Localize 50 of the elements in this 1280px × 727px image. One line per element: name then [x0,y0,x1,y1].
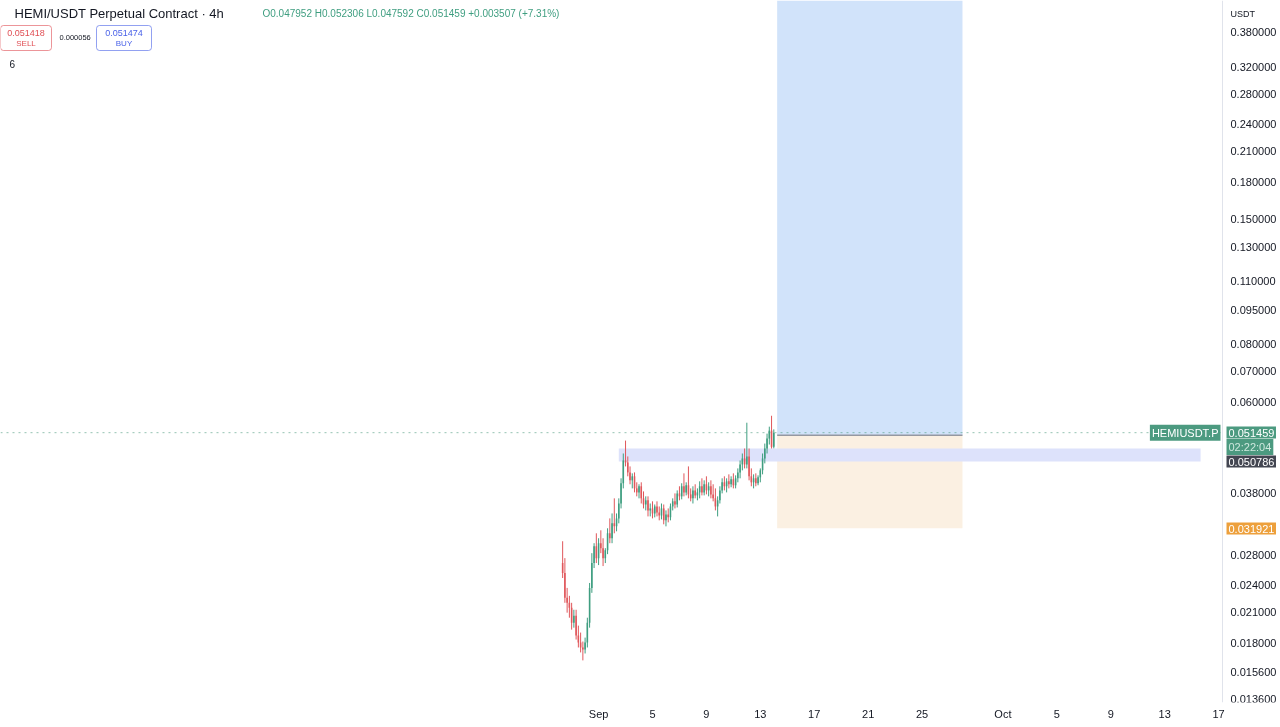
x-tick-label: 17 [808,707,821,720]
text: 02:22:04 [1228,441,1272,453]
x-tick-label: 25 [915,707,929,720]
y-tick-label: 0.110000 [1230,274,1276,287]
y-tick-label: 0.024000 [1230,579,1277,592]
candlestick [573,609,575,629]
y-tick-label: 0.380000 [1230,26,1277,39]
x-tick-label: 9 [1107,707,1114,720]
y-tick-label: 0.013600 [1230,693,1277,706]
y-tick-label: 0.095000 [1230,303,1277,316]
y-tick-label: 0.070000 [1230,365,1277,378]
y-tick-label: 0.021000 [1230,606,1277,619]
x-tick-label: 13 [1158,707,1171,720]
y-tick-label: 0.280000 [1230,87,1277,100]
y-tick-label: 0.015600 [1230,665,1277,678]
y-tick-label: 0.018000 [1230,636,1277,649]
x-tick-label: 5 [649,707,656,720]
x-tick-label: 9 [703,707,710,720]
y-tick-label: 0.028000 [1230,548,1277,561]
annotation: 0.051418 [7,27,45,38]
text: 0.051459 [1228,426,1275,439]
candlestick [638,483,640,499]
y-tick-label: 0.038000 [1230,487,1277,500]
annotation: BUY [115,39,133,48]
x-tick-label: 21 [862,707,875,720]
y-tick-label: 0.060000 [1230,395,1277,408]
x-tick-label: 13 [754,707,767,720]
ref-line-label: HEMIUSDT.P [1151,426,1219,439]
y-tick-label: 0.080000 [1230,338,1277,351]
x-tick-label: 17 [1212,707,1225,720]
y-tick-label: 0.240000 [1230,118,1277,131]
text: O0.047952 H0.052306 L0.047592 C0.051459 +0.003507 (+7.31%) [262,8,560,19]
y-tick-label: 0.320000 [1230,60,1277,73]
annotation: 6 [9,58,16,70]
text: 0.031921 [1228,522,1275,535]
text: 0.050786 [1228,455,1275,468]
candlestick [676,489,678,508]
text: HEMI/USDT Perpetual Contract · 4h [14,6,224,21]
candlestick [683,472,685,497]
y-tick-label: 0.210000 [1230,145,1277,158]
y-tick-label: 0.130000 [1230,241,1277,254]
y-axis-title: USDT [1230,8,1256,19]
candlestick [773,428,775,449]
annotation: 0.051474 [105,27,143,38]
x-tick-label: Oct [994,707,1012,720]
y-tick-label: 0.150000 [1230,212,1277,225]
y-tick-label: 0.180000 [1230,176,1277,189]
annotation: SELL [16,39,37,48]
x-tick-label: Sep [588,707,609,720]
x-tick-label: 5 [1053,707,1060,720]
